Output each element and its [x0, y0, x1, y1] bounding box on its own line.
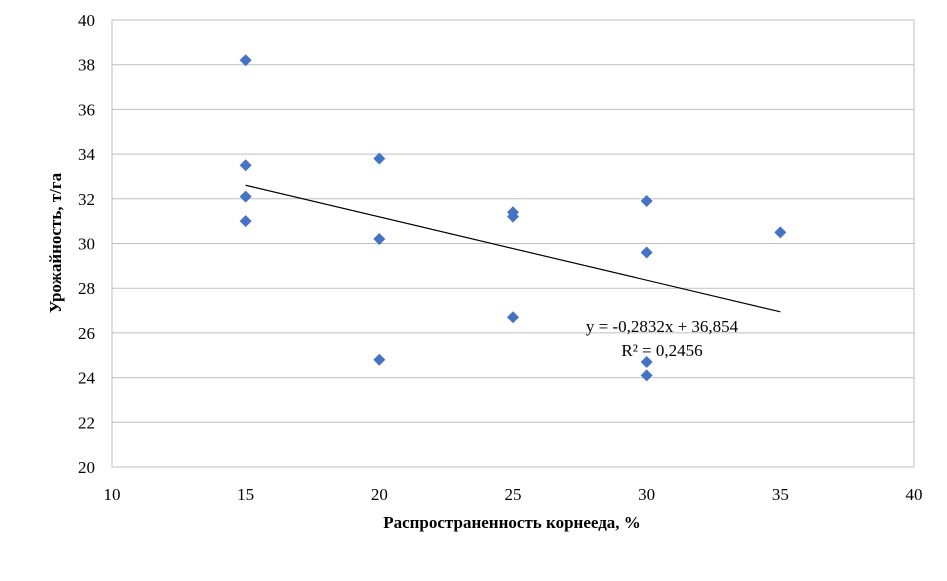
trendline-equation: y = -0,2832x + 36,854 — [586, 317, 739, 336]
y-tick-label: 32 — [78, 190, 95, 209]
y-tick-label: 40 — [78, 11, 95, 30]
x-tick-label: 15 — [237, 485, 254, 504]
x-axis-ticks: 10 15 20 25 30 35 40 — [104, 485, 923, 504]
data-point — [774, 226, 787, 239]
data-point — [239, 159, 252, 172]
y-tick-label: 28 — [78, 279, 95, 298]
x-tick-label: 10 — [104, 485, 121, 504]
trendline-r-squared: R² = 0,2456 — [621, 341, 702, 360]
trendline-group — [245, 184, 781, 313]
trendline — [245, 184, 781, 313]
data-point — [239, 54, 252, 67]
x-tick-label: 40 — [906, 485, 923, 504]
gridlines — [112, 19, 914, 468]
y-tick-label: 36 — [78, 100, 95, 119]
x-tick-label: 35 — [772, 485, 789, 504]
y-tick-label: 38 — [78, 56, 95, 75]
data-point — [373, 233, 386, 246]
y-tick-label: 22 — [78, 413, 95, 432]
x-tick-label: 30 — [638, 485, 655, 504]
data-point — [239, 215, 252, 228]
y-axis-ticks: 20 22 24 26 28 30 32 34 36 38 40 — [78, 11, 96, 477]
data-point — [507, 210, 519, 223]
data-point — [640, 355, 653, 368]
data-points — [239, 54, 787, 382]
data-point — [640, 195, 653, 208]
x-tick-label: 20 — [371, 485, 388, 504]
data-point — [640, 246, 653, 259]
y-tick-label: 26 — [78, 324, 95, 343]
y-tick-label: 30 — [78, 235, 95, 254]
x-axis-title: Распространенность корнееда, % — [383, 513, 641, 532]
y-tick-label: 24 — [78, 369, 96, 388]
data-point — [239, 190, 252, 203]
y-axis-title: Урожайность, т/га — [46, 172, 65, 313]
y-tick-label: 34 — [78, 145, 96, 164]
data-point — [373, 353, 386, 366]
data-point — [640, 369, 653, 382]
plot-area-border — [111, 19, 915, 468]
x-tick-label: 25 — [505, 485, 522, 504]
y-tick-label: 20 — [78, 458, 95, 477]
data-point — [373, 152, 386, 165]
data-point — [507, 311, 519, 324]
